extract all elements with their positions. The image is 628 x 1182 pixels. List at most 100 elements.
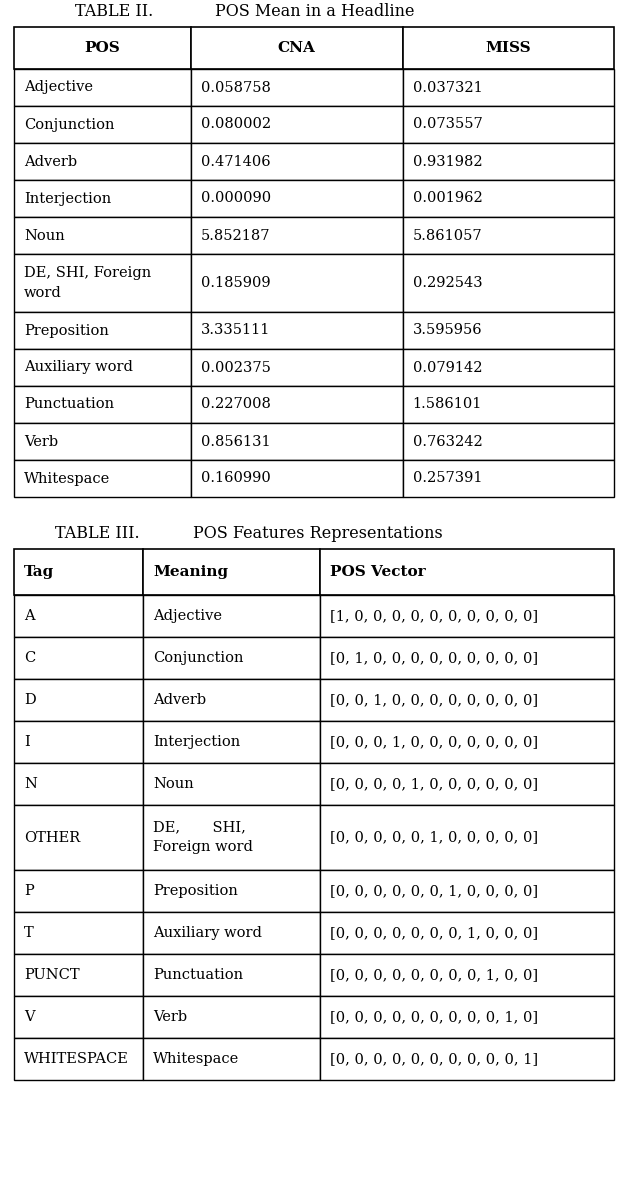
Bar xyxy=(143,805,320,870)
Text: 1.586101: 1.586101 xyxy=(413,397,482,411)
Text: 0.058758: 0.058758 xyxy=(201,80,271,95)
Text: Verb: Verb xyxy=(24,435,58,448)
Text: Auxiliary word: Auxiliary word xyxy=(24,361,133,375)
Text: 0.073557: 0.073557 xyxy=(413,117,482,131)
Text: 0.931982: 0.931982 xyxy=(413,155,482,169)
Text: Conjunction: Conjunction xyxy=(153,651,244,665)
Bar xyxy=(143,721,320,764)
Bar xyxy=(191,143,403,180)
Bar xyxy=(320,595,614,637)
Text: Adjective: Adjective xyxy=(153,609,222,623)
Bar xyxy=(14,27,191,69)
Text: 0.763242: 0.763242 xyxy=(413,435,482,448)
Bar xyxy=(14,764,143,805)
Text: C: C xyxy=(24,651,35,665)
Bar xyxy=(320,678,614,721)
Bar xyxy=(143,996,320,1038)
Bar xyxy=(143,954,320,996)
Text: 0.079142: 0.079142 xyxy=(413,361,482,375)
Text: 0.471406: 0.471406 xyxy=(201,155,271,169)
Text: POS Mean in a Headline: POS Mean in a Headline xyxy=(215,4,414,20)
Text: [0, 0, 0, 0, 0, 0, 0, 0, 1, 0, 0]: [0, 0, 0, 0, 0, 0, 0, 0, 1, 0, 0] xyxy=(330,968,538,982)
Text: 0.185909: 0.185909 xyxy=(201,277,271,290)
Text: POS: POS xyxy=(85,41,121,56)
Bar xyxy=(143,764,320,805)
Bar xyxy=(320,548,614,595)
Bar xyxy=(191,349,403,387)
Text: WHITESPACE: WHITESPACE xyxy=(24,1052,129,1066)
Bar xyxy=(14,254,191,312)
Text: 0.037321: 0.037321 xyxy=(413,80,482,95)
Text: PUNCT: PUNCT xyxy=(24,968,80,982)
Text: A: A xyxy=(24,609,35,623)
Text: 0.227008: 0.227008 xyxy=(201,397,271,411)
Bar xyxy=(403,69,614,106)
Bar xyxy=(14,595,143,637)
Bar xyxy=(320,805,614,870)
Bar xyxy=(191,69,403,106)
Bar xyxy=(191,460,403,496)
Text: [0, 0, 1, 0, 0, 0, 0, 0, 0, 0, 0]: [0, 0, 1, 0, 0, 0, 0, 0, 0, 0, 0] xyxy=(330,693,538,707)
Text: N: N xyxy=(24,777,37,791)
Text: DE,       SHI,
Foreign word: DE, SHI, Foreign word xyxy=(153,820,253,855)
Text: Interjection: Interjection xyxy=(24,191,111,206)
Text: Conjunction: Conjunction xyxy=(24,117,114,131)
Bar xyxy=(191,106,403,143)
Bar xyxy=(320,1038,614,1080)
Bar xyxy=(143,913,320,954)
Text: V: V xyxy=(24,1009,35,1024)
Bar xyxy=(191,423,403,460)
Text: [0, 0, 0, 0, 0, 1, 0, 0, 0, 0, 0]: [0, 0, 0, 0, 0, 1, 0, 0, 0, 0, 0] xyxy=(330,831,538,844)
Text: Adjective: Adjective xyxy=(24,80,93,95)
Bar xyxy=(143,595,320,637)
Bar xyxy=(14,678,143,721)
Bar xyxy=(14,312,191,349)
Text: [0, 0, 0, 1, 0, 0, 0, 0, 0, 0, 0]: [0, 0, 0, 1, 0, 0, 0, 0, 0, 0, 0] xyxy=(330,735,538,749)
Text: POS Vector: POS Vector xyxy=(330,565,426,579)
Text: Preposition: Preposition xyxy=(153,884,238,898)
Bar xyxy=(403,387,614,423)
Bar xyxy=(14,387,191,423)
Bar xyxy=(191,312,403,349)
Bar xyxy=(143,870,320,913)
Bar xyxy=(403,106,614,143)
Text: 0.160990: 0.160990 xyxy=(201,472,271,486)
Text: OTHER: OTHER xyxy=(24,831,80,844)
Text: MISS: MISS xyxy=(485,41,531,56)
Text: Noun: Noun xyxy=(153,777,194,791)
Bar xyxy=(320,996,614,1038)
Text: Punctuation: Punctuation xyxy=(24,397,114,411)
Text: Verb: Verb xyxy=(153,1009,187,1024)
Text: Tag: Tag xyxy=(24,565,54,579)
Text: 0.856131: 0.856131 xyxy=(201,435,271,448)
Text: TABLE III.: TABLE III. xyxy=(55,525,139,541)
Text: Whitespace: Whitespace xyxy=(153,1052,239,1066)
Text: Auxiliary word: Auxiliary word xyxy=(153,926,262,940)
Bar xyxy=(14,637,143,678)
Text: 0.292543: 0.292543 xyxy=(413,277,482,290)
Bar xyxy=(320,870,614,913)
Bar xyxy=(14,870,143,913)
Bar xyxy=(403,423,614,460)
Text: Whitespace: Whitespace xyxy=(24,472,111,486)
Bar xyxy=(403,460,614,496)
Bar xyxy=(320,637,614,678)
Text: TABLE II.: TABLE II. xyxy=(75,4,153,20)
Bar xyxy=(143,678,320,721)
Bar xyxy=(191,387,403,423)
Bar xyxy=(143,548,320,595)
Text: [0, 1, 0, 0, 0, 0, 0, 0, 0, 0, 0]: [0, 1, 0, 0, 0, 0, 0, 0, 0, 0, 0] xyxy=(330,651,538,665)
Text: Meaning: Meaning xyxy=(153,565,228,579)
Text: POS Features Representations: POS Features Representations xyxy=(193,525,443,541)
Text: P: P xyxy=(24,884,34,898)
Text: Adverb: Adverb xyxy=(153,693,206,707)
Bar xyxy=(14,69,191,106)
Bar xyxy=(320,764,614,805)
Bar xyxy=(14,721,143,764)
Text: 3.595956: 3.595956 xyxy=(413,324,482,338)
Text: Adverb: Adverb xyxy=(24,155,77,169)
Bar xyxy=(14,217,191,254)
Bar xyxy=(191,217,403,254)
Bar xyxy=(320,954,614,996)
Text: 0.080002: 0.080002 xyxy=(201,117,271,131)
